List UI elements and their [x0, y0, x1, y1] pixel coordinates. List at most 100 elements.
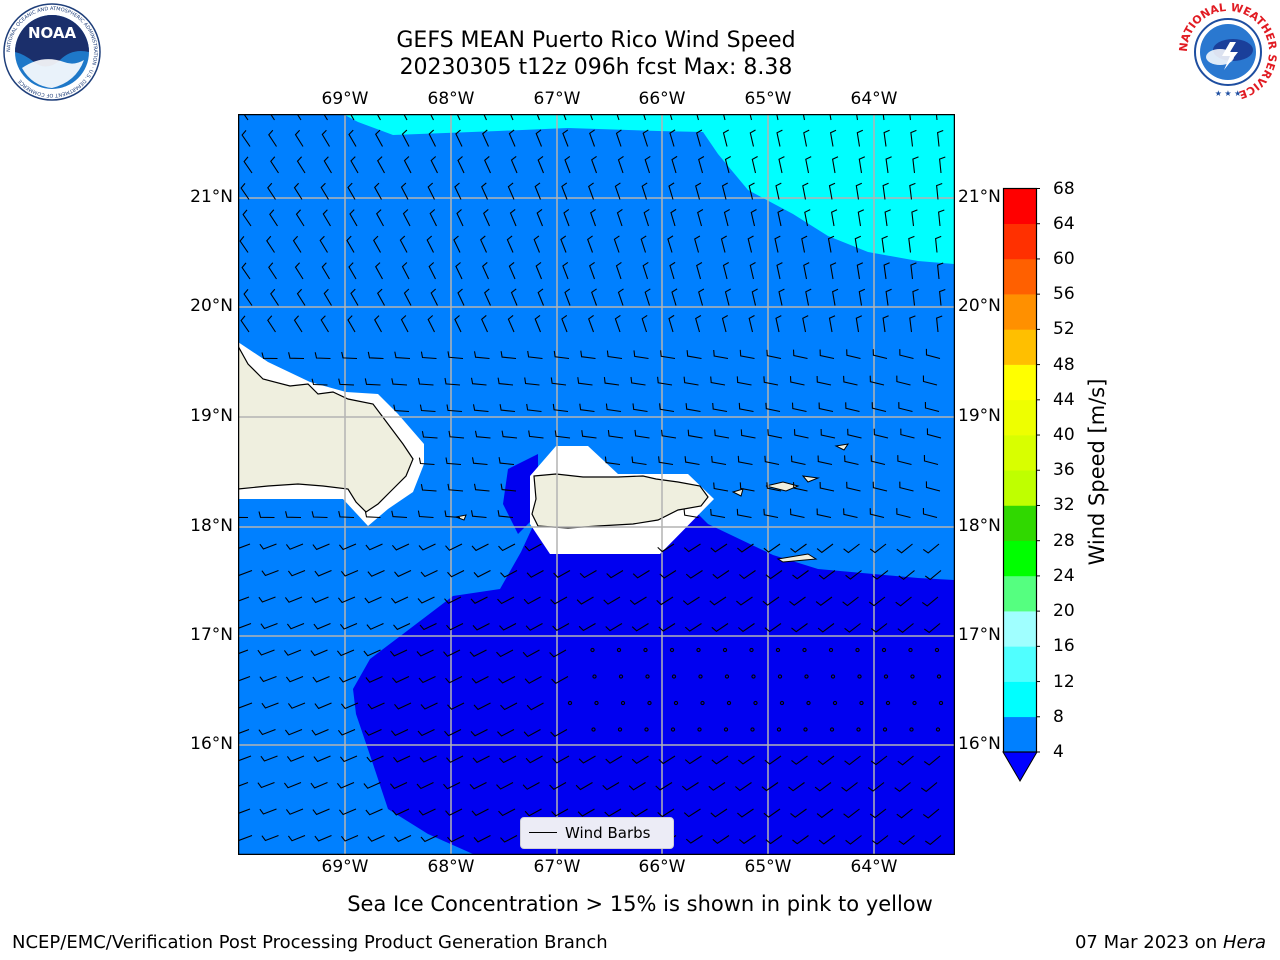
- wind-barb: [269, 209, 278, 227]
- wind-barb: [418, 543, 436, 551]
- wind-barb: [394, 835, 412, 843]
- wind-barb: [897, 455, 912, 466]
- wind-barb: [420, 835, 438, 843]
- wind-barb: [844, 455, 859, 466]
- title-line-2: 20230305 t12z 096h fcst Max: 8.38: [399, 55, 793, 80]
- wind-barb: [499, 623, 517, 631]
- wind-barb: [498, 676, 516, 684]
- wind-barb: [748, 182, 755, 200]
- wind-barb: [776, 114, 779, 121]
- colorbar-band: [1003, 435, 1037, 471]
- wind-barb: [497, 729, 515, 737]
- wind-barb: [498, 808, 516, 817]
- colorbar-tick-label: 64: [1053, 213, 1075, 234]
- wind-barb: [554, 430, 571, 439]
- wind-barb: [633, 350, 649, 360]
- lon-label-bottom: 67°W: [533, 857, 581, 877]
- wind-barb: [508, 129, 516, 147]
- wind-barb: [471, 543, 489, 552]
- wind-barb: [802, 182, 809, 200]
- wind-barb: [775, 182, 782, 200]
- svg-text:★ ★ ★: ★ ★ ★: [1215, 89, 1242, 98]
- wind-barb: [374, 182, 382, 200]
- wind-barb: [763, 376, 779, 386]
- wind-barb: [868, 596, 886, 607]
- wind-barb: [257, 649, 275, 656]
- wind-barb: [445, 676, 463, 684]
- wind-barb-calm: [724, 674, 730, 679]
- wind-barb: [239, 236, 249, 253]
- wind-barb: [536, 114, 541, 121]
- wind-barb-calm: [673, 700, 679, 706]
- wind-barb: [323, 114, 328, 121]
- wind-barb: [257, 781, 275, 789]
- wind-barb: [238, 596, 250, 602]
- wind-barb: [792, 835, 809, 845]
- wind-barb: [561, 314, 568, 333]
- wind-barb: [336, 781, 355, 789]
- wind-barb: [912, 156, 919, 174]
- wind-barb: [242, 209, 252, 227]
- wind-barb: [484, 288, 492, 306]
- wind-barb: [843, 808, 860, 819]
- colorbar-band: [1003, 470, 1037, 506]
- wind-barb: [311, 511, 328, 519]
- wind-barb: [553, 350, 570, 360]
- wind-barb: [497, 377, 514, 386]
- wind-barb: [642, 129, 649, 147]
- wind-barb: [444, 596, 462, 604]
- wind-barb: [346, 235, 355, 253]
- wind-barb: [909, 315, 916, 333]
- wind-barb: [537, 155, 545, 174]
- colorbar-tick-label: 28: [1053, 530, 1075, 551]
- wind-barb: [419, 404, 436, 413]
- wind-barb: [389, 782, 408, 790]
- wind-barb: [454, 315, 462, 333]
- wind-barb: [483, 208, 491, 227]
- lon-label-bottom: 65°W: [744, 857, 792, 877]
- wind-barb: [748, 315, 755, 333]
- wind-barb: [587, 235, 594, 253]
- wind-barb: [846, 481, 861, 492]
- wind-barb: [659, 403, 675, 413]
- wind-barb: [403, 288, 412, 306]
- wind-barb: [243, 156, 253, 174]
- wind-barb: [766, 482, 782, 492]
- colorbar-band: [1003, 716, 1037, 753]
- wind-barb: [391, 543, 410, 551]
- wind-barb: [764, 623, 782, 633]
- wind-barb: [709, 596, 727, 606]
- wind-barb: [311, 596, 329, 604]
- wind-barb: [285, 511, 302, 519]
- wind-barb: [376, 114, 381, 121]
- wind-barb: [535, 261, 543, 280]
- wind-barb: [523, 729, 541, 737]
- wind-barb: [336, 649, 355, 657]
- wind-barb: [296, 114, 302, 121]
- wind-barb: [470, 510, 487, 519]
- wind-barb: [641, 182, 648, 200]
- wind-barb: [428, 262, 436, 280]
- wind-barb: [778, 156, 785, 174]
- wind-barb: [830, 209, 838, 227]
- wind-barb: [939, 156, 946, 174]
- wind-barb-calm: [776, 727, 782, 732]
- wind-barb: [347, 315, 356, 333]
- wind-barb-calm: [803, 727, 808, 732]
- wind-barb: [817, 623, 835, 633]
- wind-barb: [698, 156, 705, 174]
- wind-barb: [348, 262, 357, 280]
- wind-barb: [501, 430, 518, 439]
- wind-barb: [817, 755, 835, 766]
- wind-barb-calm: [938, 700, 944, 706]
- wind-barb: [845, 402, 860, 413]
- wind-barbs: [238, 114, 946, 846]
- wind-barb: [524, 676, 542, 684]
- wind-barb: [323, 288, 332, 306]
- wind-barb: [457, 156, 465, 174]
- wind-barb: [842, 596, 859, 607]
- wind-barb: [643, 208, 650, 227]
- wind-barb: [550, 596, 568, 605]
- wind-barb: [711, 755, 729, 765]
- colorbar-band: [1003, 364, 1037, 401]
